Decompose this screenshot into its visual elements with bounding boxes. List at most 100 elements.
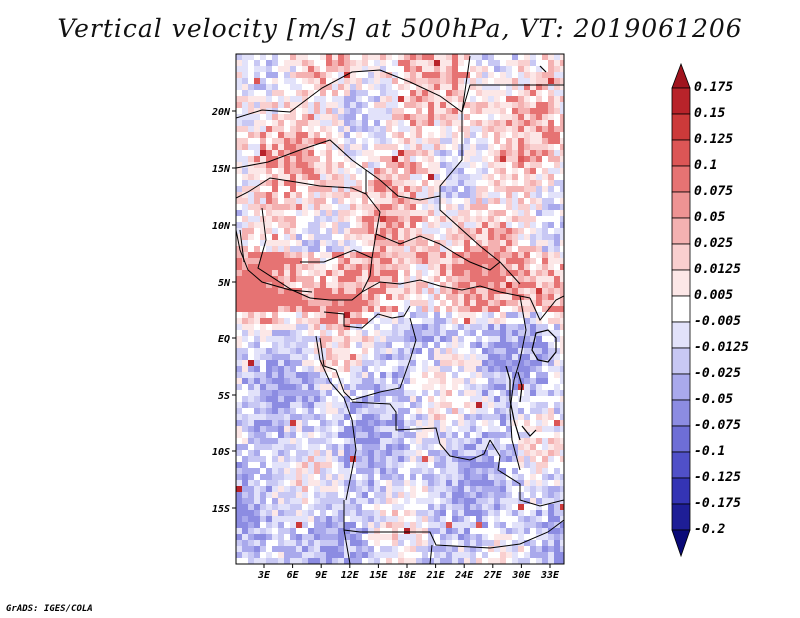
field-cell <box>500 342 506 348</box>
field-cell <box>248 168 254 174</box>
field-cell <box>386 480 392 486</box>
field-cell <box>368 342 374 348</box>
field-cell <box>434 516 440 522</box>
field-cell <box>560 162 564 168</box>
field-cell <box>278 498 284 504</box>
field-cell <box>404 330 410 336</box>
field-cell <box>422 414 428 420</box>
field-cell <box>464 342 470 348</box>
field-cell <box>344 390 350 396</box>
field-cell <box>428 90 434 96</box>
field-cell <box>314 330 320 336</box>
field-cell <box>284 186 290 192</box>
field-cell <box>380 426 386 432</box>
field-cell <box>344 540 350 546</box>
field-cell <box>464 390 470 396</box>
field-cell <box>518 258 524 264</box>
field-cell <box>536 276 542 282</box>
field-cell <box>242 450 248 456</box>
field-cell <box>302 90 308 96</box>
field-cell <box>278 210 284 216</box>
field-cell <box>242 294 248 300</box>
field-cell <box>368 180 374 186</box>
field-cell <box>314 360 320 366</box>
field-cell <box>272 78 278 84</box>
field-cell <box>464 288 470 294</box>
field-cell <box>344 192 350 198</box>
field-cell <box>290 300 296 306</box>
field-cell <box>500 120 506 126</box>
field-cell <box>404 372 410 378</box>
field-cell <box>446 204 452 210</box>
field-cell <box>524 510 530 516</box>
field-cell <box>266 510 272 516</box>
field-cell <box>332 72 338 78</box>
field-cell <box>314 150 320 156</box>
field-cell <box>458 66 464 72</box>
field-cell <box>314 210 320 216</box>
field-cell <box>494 246 500 252</box>
field-cell <box>326 354 332 360</box>
field-cell <box>446 504 452 510</box>
field-cell <box>260 252 266 258</box>
field-cell <box>242 174 248 180</box>
field-cell <box>242 108 248 114</box>
field-cell <box>278 222 284 228</box>
field-cell <box>362 330 368 336</box>
latitude-label: 5S <box>218 391 230 402</box>
field-cell <box>434 144 440 150</box>
field-cell <box>254 294 260 300</box>
field-cell <box>320 480 326 486</box>
field-cell <box>326 348 332 354</box>
field-cell <box>338 138 344 144</box>
field-cell <box>320 162 326 168</box>
field-cell <box>440 162 446 168</box>
field-cell <box>530 270 536 276</box>
field-cell <box>512 282 518 288</box>
field-cell <box>446 288 452 294</box>
field-cell <box>548 222 554 228</box>
field-cell <box>368 66 374 72</box>
field-cell <box>482 216 488 222</box>
field-cell <box>476 288 482 294</box>
field-cell <box>560 426 564 432</box>
field-cell <box>476 378 482 384</box>
field-cell <box>356 222 362 228</box>
field-cell <box>302 192 308 198</box>
field-cell <box>392 396 398 402</box>
field-cell <box>494 438 500 444</box>
field-cell <box>386 558 392 564</box>
field-cell <box>302 492 308 498</box>
field-cell <box>272 60 278 66</box>
field-cell <box>410 252 416 258</box>
field-cell <box>536 78 542 84</box>
field-cell <box>386 72 392 78</box>
field-cell <box>482 288 488 294</box>
field-cell <box>308 168 314 174</box>
field-cell <box>542 114 548 120</box>
field-cell <box>326 492 332 498</box>
field-cell <box>278 378 284 384</box>
field-cell <box>332 306 338 312</box>
field-cell <box>356 150 362 156</box>
field-cell <box>296 144 302 150</box>
field-cell <box>476 312 482 318</box>
field-cell <box>524 384 530 390</box>
field-cell <box>554 372 560 378</box>
field-cell <box>536 540 542 546</box>
field-cell <box>338 486 344 492</box>
field-cell <box>506 234 512 240</box>
field-cell <box>254 234 260 240</box>
field-cell <box>404 528 410 534</box>
field-cell <box>332 426 338 432</box>
field-cell <box>398 546 404 552</box>
longitude-label: 6E <box>287 570 300 581</box>
field-cell <box>506 558 512 564</box>
field-cell <box>296 504 302 510</box>
field-cell <box>494 498 500 504</box>
field-cell <box>482 252 488 258</box>
field-cell <box>374 366 380 372</box>
field-cell <box>350 432 356 438</box>
field-cell <box>452 216 458 222</box>
field-cell <box>458 132 464 138</box>
